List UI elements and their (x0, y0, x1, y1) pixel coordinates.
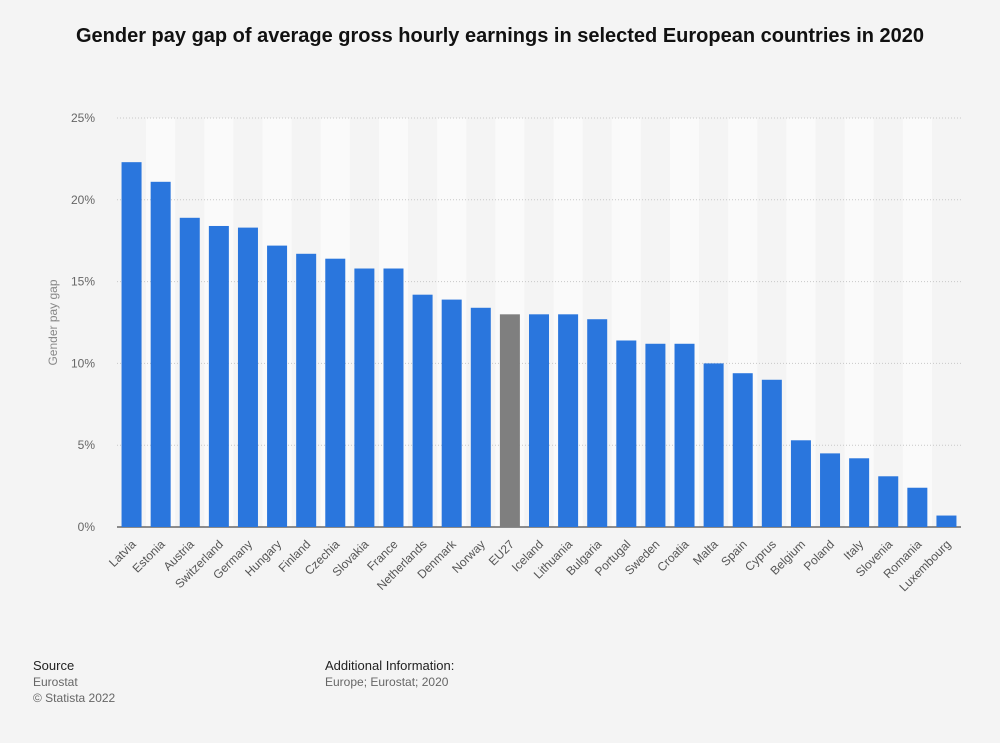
bar-netherlands[interactable] (412, 294, 433, 527)
x-axis-labels: LatviaEstoniaAustriaSwitzerlandGermanyHu… (106, 537, 953, 595)
bar-denmark[interactable] (441, 299, 462, 527)
bar-lithuania[interactable] (558, 314, 579, 527)
chart-title: Gender pay gap of average gross hourly e… (75, 25, 925, 47)
bar-slovenia[interactable] (878, 476, 899, 527)
bar-poland[interactable] (820, 453, 841, 527)
column-band (902, 118, 932, 527)
y-tick-label: 15% (71, 275, 95, 289)
copyright: © Statista 2022 (33, 691, 116, 705)
bar-malta[interactable] (703, 363, 724, 527)
bar-norway[interactable] (470, 307, 491, 527)
bar-portugal[interactable] (616, 340, 637, 527)
y-tick-label: 20% (71, 193, 95, 207)
y-tick-label: 5% (78, 438, 96, 452)
bar-sweden[interactable] (645, 343, 666, 527)
bar-finland[interactable] (296, 253, 317, 527)
bar-slovakia[interactable] (354, 268, 375, 527)
bar-france[interactable] (383, 268, 404, 527)
bar-bulgaria[interactable] (587, 319, 608, 527)
bar-eu27[interactable] (499, 314, 520, 527)
bar-hungary[interactable] (267, 245, 288, 527)
bar-latvia[interactable] (121, 162, 142, 527)
x-tick-label: Estonia (130, 537, 168, 575)
bar-cyprus[interactable] (761, 379, 782, 527)
source-name[interactable]: Eurostat (33, 675, 78, 689)
bar-czechia[interactable] (325, 258, 346, 527)
bar-romania[interactable] (907, 487, 928, 527)
additional-info-block: Additional Information: Europe; Eurostat… (325, 658, 454, 690)
y-tick-label: 10% (71, 356, 95, 370)
y-axis-title: Gender pay gap (46, 279, 60, 365)
bar-austria[interactable] (179, 217, 200, 527)
y-axis-ticks: 0% 5% 10% 15% 20% 25% (71, 111, 95, 534)
bar-luxembourg[interactable] (936, 515, 957, 527)
y-tick-label: 0% (78, 520, 96, 534)
bar-germany[interactable] (237, 227, 258, 527)
bar-croatia[interactable] (674, 343, 695, 527)
bars (121, 162, 957, 527)
bar-italy[interactable] (849, 458, 870, 527)
bar-spain[interactable] (732, 373, 753, 527)
source-heading: Source (33, 658, 75, 673)
x-tick-label: Norway (449, 537, 488, 576)
x-tick-label: Croatia (654, 537, 691, 574)
info-text: Europe; Eurostat; 2020 (325, 675, 449, 689)
bar-switzerland[interactable] (208, 225, 229, 527)
bar-estonia[interactable] (150, 181, 171, 527)
y-tick-label: 25% (71, 111, 95, 125)
source-block: Source Eurostat © Statista 2022 (33, 658, 115, 706)
bar-belgium[interactable] (790, 440, 811, 527)
x-tick-label: Malta (690, 537, 721, 568)
bar-iceland[interactable] (529, 314, 549, 527)
bar-chart: 0% 5% 10% 15% 20% 25% LatviaEstoniaAustriaSwi… (46, 111, 961, 595)
x-tick-label: Poland (801, 537, 837, 573)
info-heading: Additional Information: (325, 658, 455, 673)
